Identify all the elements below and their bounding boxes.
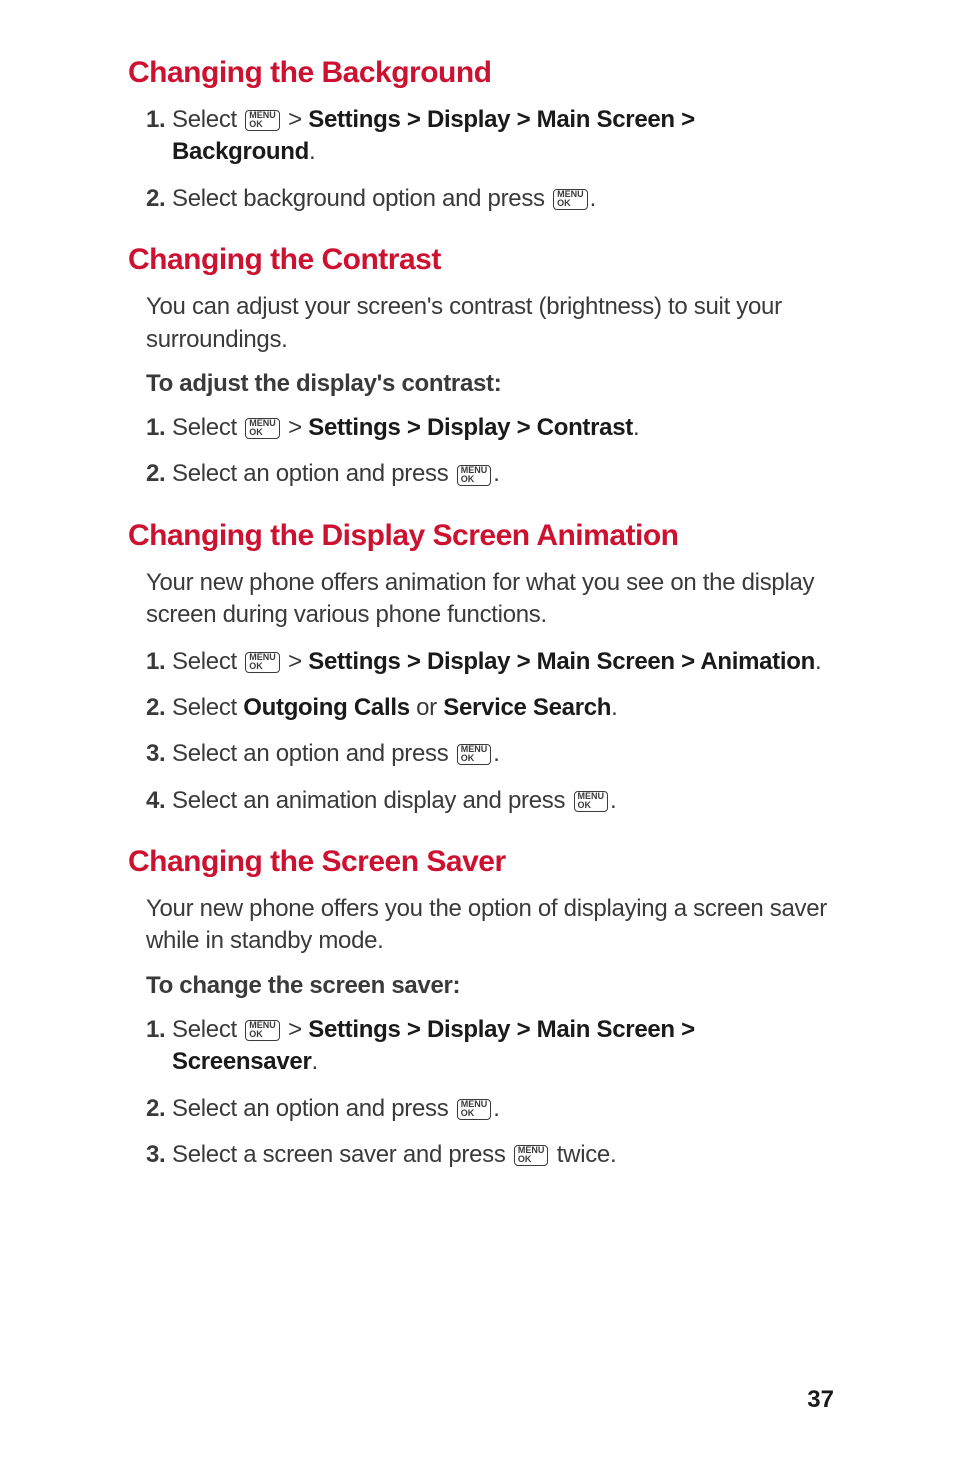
menu-ok-icon: MENUOK xyxy=(553,189,588,210)
intro-text: Your new phone offers animation for what… xyxy=(128,567,830,632)
steps-animation: 1. Select MENUOK > Settings > Display > … xyxy=(128,646,830,818)
step-item: 2. Select an option and press MENUOK. xyxy=(146,1093,830,1125)
step-text: Select xyxy=(172,648,243,675)
menu-ok-icon: MENUOK xyxy=(457,744,492,765)
intro-text: Your new phone offers you the option of … xyxy=(128,893,830,958)
step-item: 1. Select MENUOK > Settings > Display > … xyxy=(146,412,830,444)
step-text: > xyxy=(282,648,308,675)
step-item: 2. Select background option and press ME… xyxy=(146,183,830,215)
page-content: Changing the Background 1. Select MENUOK… xyxy=(0,0,954,1171)
step-text: . xyxy=(633,414,639,441)
step-text: > xyxy=(282,414,308,441)
step-text: . xyxy=(493,460,499,487)
step-text: Select background option and press xyxy=(172,185,551,212)
step-text: Select xyxy=(172,106,243,133)
step-text: Select an animation display and press xyxy=(172,787,572,814)
menu-ok-icon: MENUOK xyxy=(245,418,280,439)
step-item: 3. Select an option and press MENUOK. xyxy=(146,738,830,770)
step-text: . xyxy=(590,185,596,212)
step-text: . xyxy=(493,740,499,767)
steps-screensaver: 1. Select MENUOK > Settings > Display > … xyxy=(128,1014,830,1172)
menu-ok-icon: MENUOK xyxy=(245,110,280,131)
step-item: 2. Select an option and press MENUOK. xyxy=(146,458,830,490)
steps-contrast: 1. Select MENUOK > Settings > Display > … xyxy=(128,412,830,491)
bold-text: Service Search xyxy=(443,694,611,721)
step-number: 2. xyxy=(146,183,165,215)
step-text: . xyxy=(611,694,617,721)
step-number: 2. xyxy=(146,458,165,490)
step-number: 2. xyxy=(146,692,165,724)
bold-path: Settings > Display > Contrast xyxy=(308,414,633,441)
step-text: . xyxy=(309,138,315,165)
intro-text: You can adjust your screen's contrast (b… xyxy=(128,291,830,356)
step-text: Select an option and press xyxy=(172,740,455,767)
step-text: . xyxy=(493,1095,499,1122)
steps-background: 1. Select MENUOK > Settings > Display > … xyxy=(128,104,830,215)
step-text: twice. xyxy=(550,1141,616,1168)
menu-ok-icon: MENUOK xyxy=(245,652,280,673)
step-number: 3. xyxy=(146,1139,165,1171)
step-item: 2. Select Outgoing Calls or Service Sear… xyxy=(146,692,830,724)
step-text: Select a screen saver and press xyxy=(172,1141,512,1168)
sub-heading: To adjust the display's contrast: xyxy=(128,370,830,398)
step-text: > xyxy=(282,106,308,133)
step-text: Select xyxy=(172,414,243,441)
step-text: Select an option and press xyxy=(172,460,455,487)
step-text: Select xyxy=(172,1016,243,1043)
step-number: 1. xyxy=(146,646,165,678)
step-number: 3. xyxy=(146,738,165,770)
step-text: or xyxy=(410,694,443,721)
section-heading-screensaver: Changing the Screen Saver xyxy=(128,845,830,879)
menu-ok-icon: MENUOK xyxy=(574,791,609,812)
menu-ok-icon: MENUOK xyxy=(514,1145,549,1166)
step-number: 2. xyxy=(146,1093,165,1125)
section-heading-animation: Changing the Display Screen Animation xyxy=(128,519,830,553)
step-text: > xyxy=(282,1016,308,1043)
step-item: 1. Select MENUOK > Settings > Display > … xyxy=(146,1014,830,1079)
step-text: Select xyxy=(172,694,243,721)
step-item: 1. Select MENUOK > Settings > Display > … xyxy=(146,104,830,169)
step-text: . xyxy=(815,648,821,675)
step-item: 1. Select MENUOK > Settings > Display > … xyxy=(146,646,830,678)
sub-heading: To change the screen saver: xyxy=(128,972,830,1000)
step-number: 1. xyxy=(146,1014,165,1046)
step-item: 4. Select an animation display and press… xyxy=(146,785,830,817)
step-text: . xyxy=(311,1048,317,1075)
page-number: 37 xyxy=(807,1386,834,1414)
step-item: 3. Select a screen saver and press MENUO… xyxy=(146,1139,830,1171)
step-text: . xyxy=(610,787,616,814)
bold-path: Settings > Display > Main Screen > Anima… xyxy=(308,648,815,675)
step-number: 1. xyxy=(146,412,165,444)
menu-ok-icon: MENUOK xyxy=(457,1099,492,1120)
menu-ok-icon: MENUOK xyxy=(245,1020,280,1041)
step-number: 4. xyxy=(146,785,165,817)
step-text: Select an option and press xyxy=(172,1095,455,1122)
section-heading-background: Changing the Background xyxy=(128,56,830,90)
menu-ok-icon: MENUOK xyxy=(457,465,492,486)
bold-text: Outgoing Calls xyxy=(243,694,409,721)
section-heading-contrast: Changing the Contrast xyxy=(128,243,830,277)
step-number: 1. xyxy=(146,104,165,136)
